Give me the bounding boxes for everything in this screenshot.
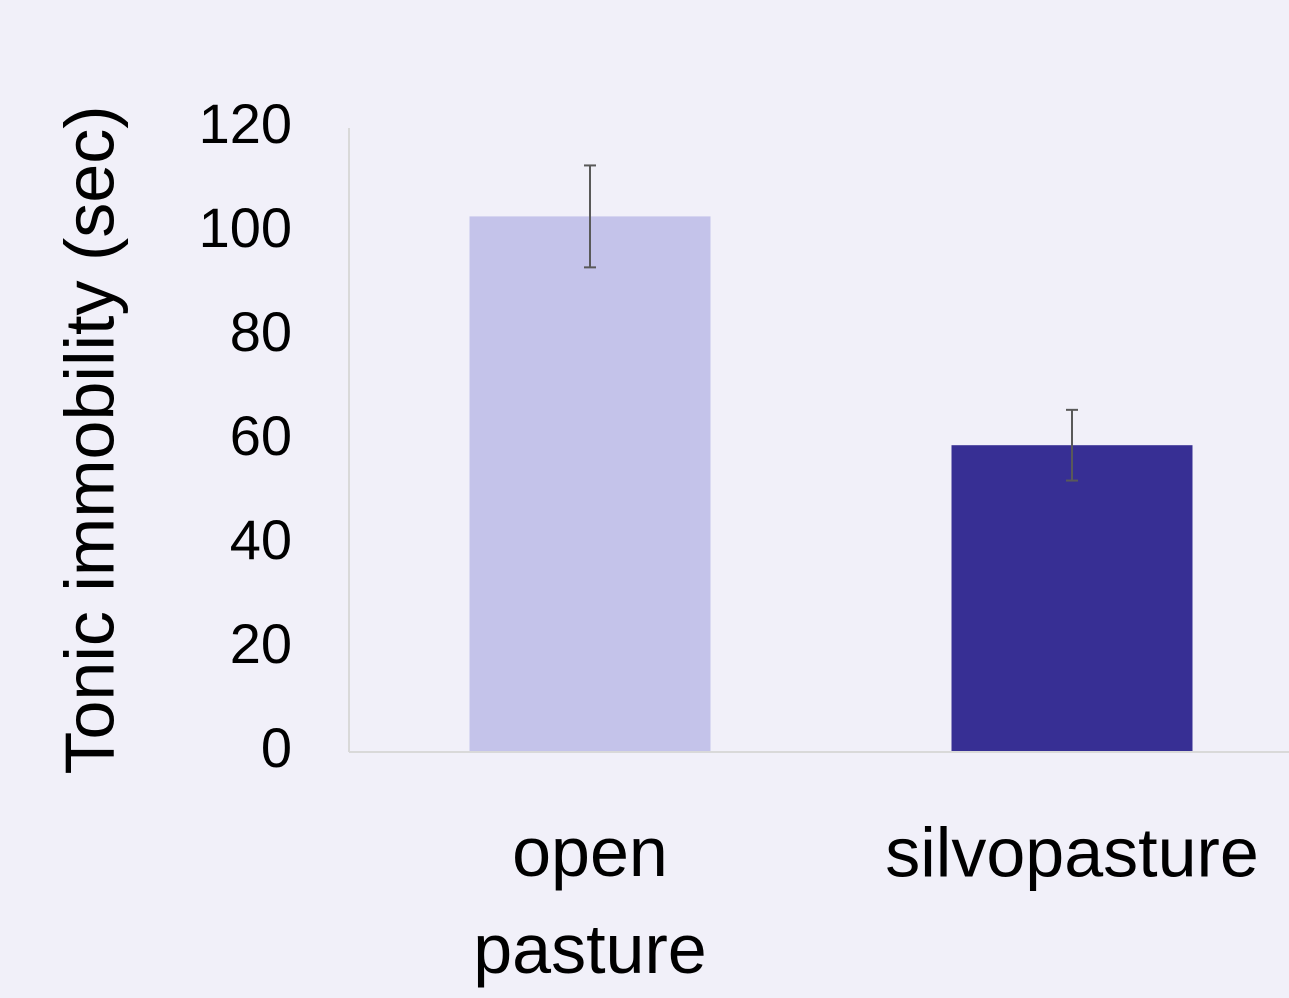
- bar: [951, 445, 1193, 752]
- y-tick-label: 20: [230, 612, 292, 675]
- error-bar: [1066, 408, 1078, 482]
- y-tick-label: 0: [261, 716, 292, 779]
- y-tick-label: 60: [230, 404, 292, 467]
- x-tick-label: silvopasture: [885, 813, 1259, 891]
- y-tick-label: 80: [230, 300, 292, 363]
- y-tick-label: 100: [199, 196, 292, 259]
- error-bar: [584, 164, 596, 269]
- x-tick-label: open pasture: [473, 813, 706, 988]
- y-tick-label: 120: [199, 92, 292, 155]
- y-axis-label: Tonic immobility (sec): [50, 106, 128, 775]
- y-tick-label: 40: [230, 508, 292, 571]
- bar: [469, 216, 711, 752]
